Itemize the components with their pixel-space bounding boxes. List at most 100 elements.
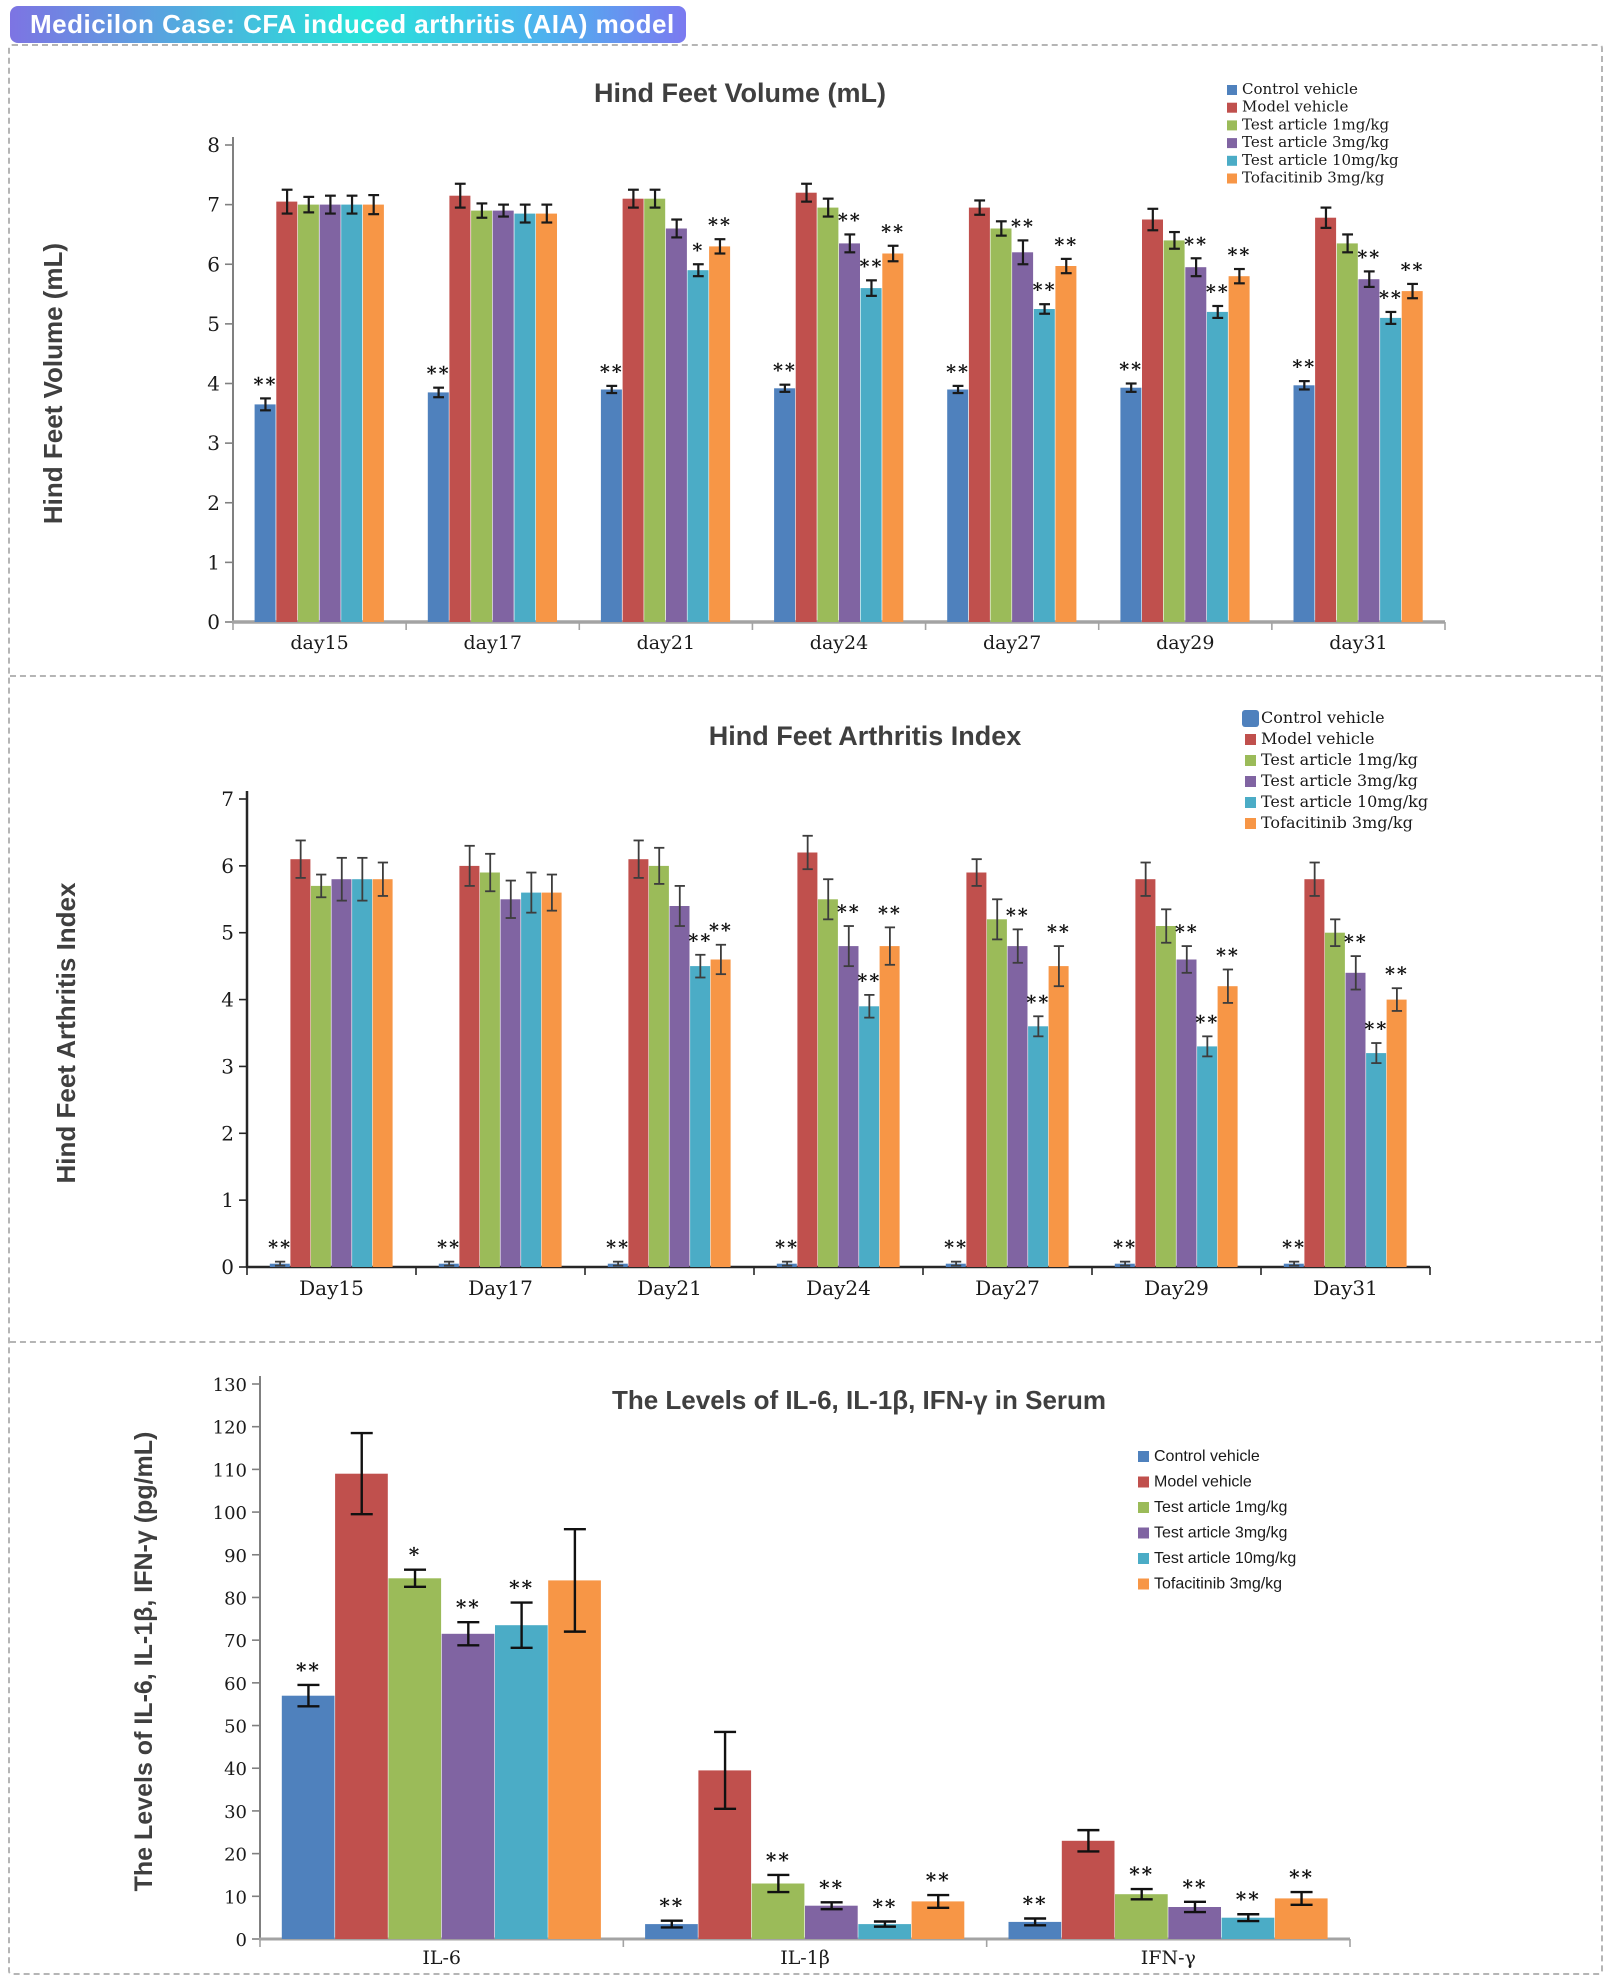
x-category-label: day31 [1329, 632, 1387, 654]
significance-marker: ** [659, 1894, 684, 1918]
y-tick-label: 130 [213, 1375, 247, 1396]
y-tick-label: 0 [207, 610, 220, 634]
chart-serum-cytokine-levels: 0 10 20 30 40 50 60 70 80 90 100 110 120 130 IL-6 IL-1β… [130, 1375, 1351, 1969]
significance-marker: ** [1183, 1875, 1208, 1899]
significance-marker: ** [456, 1595, 481, 1619]
significance-marker: ** [775, 1237, 799, 1259]
bar [1176, 959, 1197, 1267]
bar [388, 1578, 442, 1940]
bar [1401, 291, 1423, 622]
bar [514, 213, 536, 622]
x-category-label: Day17 [468, 1276, 533, 1300]
bar [521, 892, 542, 1267]
legend-marker [1245, 734, 1256, 745]
bar [341, 204, 363, 622]
y-tick-label: 8 [207, 133, 220, 157]
significance-marker: ** [1023, 1892, 1048, 1916]
significance-marker: * [692, 239, 704, 261]
bar [709, 246, 731, 622]
bar [645, 1924, 698, 1939]
bar [1304, 879, 1325, 1267]
legend-marker [1138, 1527, 1149, 1539]
x-category-label: IL-1β [780, 1947, 830, 1969]
bar [254, 404, 276, 622]
significance-marker: ** [926, 1868, 951, 1892]
legend-label: Model vehicle [1261, 729, 1374, 748]
bar [1345, 972, 1366, 1267]
bar [1120, 387, 1142, 622]
chart-hind-feet-arthritis-index: 0 1 2 3 4 5 6 7 Day15 Day17 Day21 Day24 Day27 Day29 Da… [51, 708, 1431, 1300]
bar [352, 879, 373, 1267]
bar [1061, 1840, 1115, 1939]
legend-label: Control vehicle [1154, 1448, 1260, 1465]
bar [427, 392, 449, 622]
bar [1293, 385, 1315, 622]
significance-marker: ** [878, 902, 902, 924]
legend-marker [1138, 1553, 1149, 1564]
y-tick-label: 3 [207, 431, 220, 455]
bar [879, 946, 900, 1267]
y-tick-label: 110 [213, 1460, 247, 1481]
bar [839, 243, 860, 622]
bar [1033, 309, 1055, 622]
legend-marker [1138, 1451, 1149, 1462]
y-tick-label: 5 [207, 312, 220, 336]
y-tick-label: 90 [224, 1546, 247, 1567]
bar [797, 852, 818, 1267]
panel-hind-feet-volume: 0 1 2 3 4 5 6 7 8 day15 day17 day21 day24 day27 day29 d… [10, 46, 1601, 675]
legend-label: Test article 3mg/kg [1242, 133, 1390, 151]
significance-marker: ** [709, 920, 733, 942]
significance-marker: ** [1292, 356, 1316, 378]
significance-marker: ** [708, 214, 732, 236]
bar [449, 195, 471, 622]
bar [290, 859, 311, 1267]
bar [990, 228, 1012, 622]
bar [1155, 926, 1176, 1267]
legend-label: Tofacitinib 3mg/kg [1154, 1576, 1282, 1593]
bar [310, 885, 331, 1267]
legend-label: Test article 1mg/kg [1261, 750, 1418, 769]
legend-label: Test article 1mg/kg [1242, 115, 1390, 133]
chart-title: The Levels of IL-6, IL-1β, IFN-γ in Seru… [612, 1385, 1106, 1415]
bar [817, 899, 838, 1267]
chart-title: Hind Feet Arthritis Index [709, 721, 1022, 751]
bar [441, 1633, 495, 1940]
significance-marker: ** [1385, 963, 1409, 985]
bar [362, 204, 384, 622]
bar [644, 198, 666, 622]
legend-marker [1242, 710, 1259, 727]
x-category-label: day21 [637, 632, 695, 654]
significance-marker: ** [944, 1237, 968, 1259]
significance-marker: ** [860, 255, 884, 277]
significance-marker: ** [819, 1875, 844, 1899]
significance-marker: ** [946, 361, 970, 383]
significance-marker: ** [857, 970, 881, 992]
legend-marker [1227, 120, 1237, 131]
bar [1380, 317, 1402, 622]
bar [1115, 1894, 1168, 1939]
significance-marker: ** [1216, 945, 1240, 967]
bar [774, 388, 796, 622]
bar [690, 966, 711, 1267]
legend-label: Tofacitinib 3mg/kg [1242, 169, 1385, 187]
x-category-label: Day21 [637, 1276, 702, 1300]
y-axis-label: Hind Feet Arthritis Index [51, 882, 81, 1183]
legend-label: Control vehicle [1242, 80, 1358, 98]
bar [495, 1625, 548, 1939]
significance-marker: ** [1344, 931, 1368, 953]
legend-label: Tofacitinib 3mg/kg [1261, 813, 1413, 832]
legend-marker [1245, 797, 1256, 808]
legend-label: Control vehicle [1261, 708, 1385, 727]
significance-marker: ** [1282, 1237, 1306, 1259]
bar [966, 872, 987, 1267]
y-tick-label: 7 [207, 193, 220, 217]
bar [1315, 217, 1337, 622]
significance-marker: ** [427, 363, 451, 385]
bar [335, 1473, 388, 1939]
significance-marker: ** [1184, 233, 1208, 255]
significance-marker: ** [606, 1237, 630, 1259]
bar [859, 1006, 880, 1267]
bar [795, 192, 817, 622]
x-category-label: Day24 [806, 1276, 871, 1300]
bar [500, 899, 521, 1267]
